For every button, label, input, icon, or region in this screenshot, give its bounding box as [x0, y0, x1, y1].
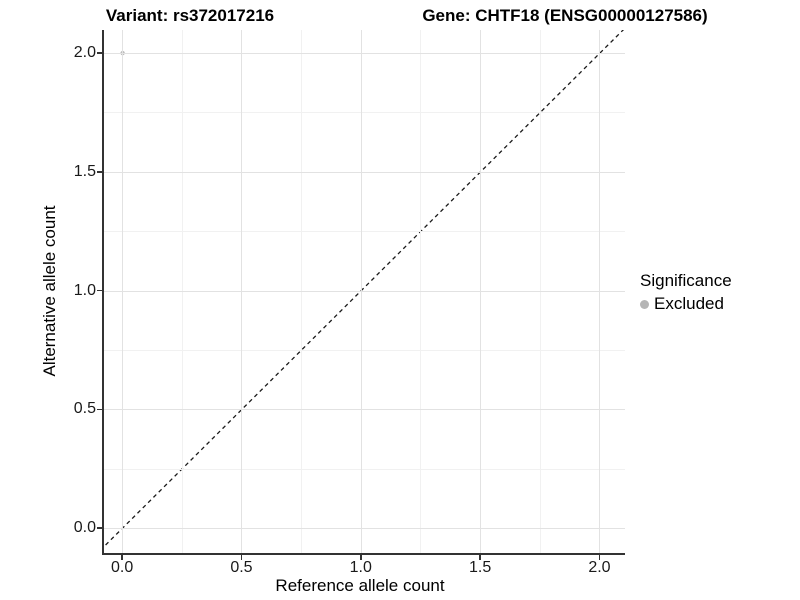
- x-axis-tick: [121, 554, 123, 560]
- variant-title: Variant: rs372017216: [105, 6, 275, 25]
- plot-panel: [103, 30, 625, 553]
- y-axis-tick: [97, 52, 103, 54]
- legend: Significance Excluded: [640, 271, 732, 314]
- y-axis-tick: [97, 289, 103, 292]
- y-tick-label: 2.0: [73, 44, 96, 62]
- x-tick-label: 2.0: [588, 559, 611, 576]
- x-axis-line: [102, 553, 625, 555]
- x-tick-label: 0.0: [110, 559, 134, 576]
- gridline-major-h: [103, 290, 625, 292]
- gridline-minor-h: [103, 468, 625, 470]
- legend-entry-label: Excluded: [654, 294, 724, 313]
- gridline-major-h: [103, 528, 625, 530]
- y-tick-label: 1.0: [73, 281, 96, 299]
- legend-entry: Excluded: [640, 294, 732, 314]
- gridline-major-h: [103, 409, 625, 411]
- legend-title: Significance: [640, 271, 732, 290]
- y-tick-label: 0.5: [73, 400, 96, 418]
- gridline-minor-h: [103, 112, 625, 114]
- gridline-minor-h: [103, 349, 625, 351]
- legend-entries: Excluded: [640, 294, 732, 314]
- y-tick-label: 1.5: [73, 162, 96, 180]
- x-axis-tick: [598, 554, 601, 560]
- y-axis-title: Alternative allele count: [40, 205, 59, 377]
- x-tick-label: 1.0: [349, 559, 372, 576]
- x-axis-tick: [479, 554, 481, 560]
- y-axis-tick: [97, 408, 103, 411]
- x-axis-title: Reference allele count: [275, 576, 445, 595]
- gridline-minor-h: [103, 231, 625, 233]
- y-axis-tick: [97, 171, 103, 173]
- x-axis-tick: [240, 554, 243, 560]
- gridline-major-h: [103, 53, 625, 55]
- x-tick-label: 1.5: [469, 559, 492, 576]
- x-axis-tick: [360, 554, 362, 560]
- gene-title: Gene: CHTF18 (ENSG00000127586): [422, 6, 708, 25]
- legend-key-dot-icon: [640, 299, 649, 309]
- y-axis-tick: [97, 527, 103, 529]
- x-tick-label: 0.5: [230, 559, 253, 576]
- y-axis-line: [102, 30, 104, 555]
- y-tick-label: 0.0: [73, 519, 96, 537]
- gridline-major-h: [103, 171, 625, 173]
